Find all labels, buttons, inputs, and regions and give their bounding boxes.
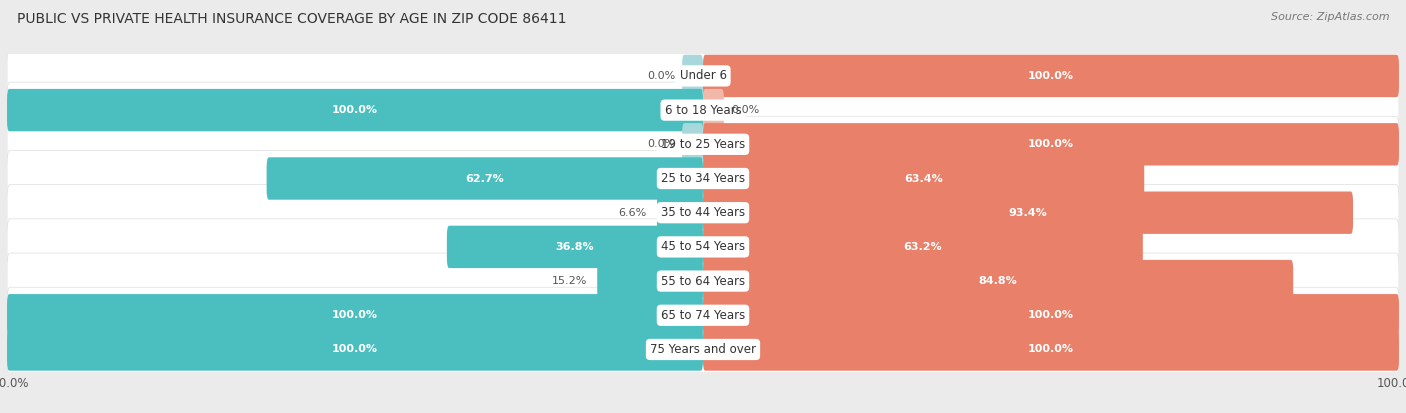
Text: 45 to 54 Years: 45 to 54 Years [661,240,745,254]
FancyBboxPatch shape [703,192,1353,234]
FancyBboxPatch shape [7,48,1399,104]
Text: PUBLIC VS PRIVATE HEALTH INSURANCE COVERAGE BY AGE IN ZIP CODE 86411: PUBLIC VS PRIVATE HEALTH INSURANCE COVER… [17,12,567,26]
FancyBboxPatch shape [7,294,703,337]
FancyBboxPatch shape [7,321,1399,377]
FancyBboxPatch shape [7,82,1399,138]
Text: 100.0%: 100.0% [1028,71,1074,81]
FancyBboxPatch shape [7,89,703,131]
FancyBboxPatch shape [703,157,1144,200]
FancyBboxPatch shape [682,123,703,166]
Text: 19 to 25 Years: 19 to 25 Years [661,138,745,151]
Text: 0.0%: 0.0% [647,139,675,150]
Text: 0.0%: 0.0% [731,105,759,115]
Text: Under 6: Under 6 [679,69,727,83]
Text: 25 to 34 Years: 25 to 34 Years [661,172,745,185]
Text: 93.4%: 93.4% [1008,208,1047,218]
FancyBboxPatch shape [7,253,1399,309]
FancyBboxPatch shape [447,225,703,268]
FancyBboxPatch shape [703,328,1399,371]
Text: 62.7%: 62.7% [465,173,505,183]
Text: 84.8%: 84.8% [979,276,1018,286]
FancyBboxPatch shape [7,150,1399,206]
Text: Source: ZipAtlas.com: Source: ZipAtlas.com [1271,12,1389,22]
Text: 36.8%: 36.8% [555,242,595,252]
FancyBboxPatch shape [703,123,1399,166]
FancyBboxPatch shape [703,55,1399,97]
FancyBboxPatch shape [7,219,1399,275]
FancyBboxPatch shape [7,116,1399,172]
Text: 0.0%: 0.0% [647,71,675,81]
Text: 15.2%: 15.2% [551,276,586,286]
Text: 63.2%: 63.2% [904,242,942,252]
Text: 100.0%: 100.0% [1028,139,1074,150]
Text: 100.0%: 100.0% [332,344,378,354]
Text: 63.4%: 63.4% [904,173,943,183]
Text: 75 Years and over: 75 Years and over [650,343,756,356]
Text: 6 to 18 Years: 6 to 18 Years [665,104,741,116]
FancyBboxPatch shape [7,185,1399,241]
FancyBboxPatch shape [703,225,1143,268]
FancyBboxPatch shape [703,294,1399,337]
Text: 65 to 74 Years: 65 to 74 Years [661,309,745,322]
FancyBboxPatch shape [598,260,703,302]
FancyBboxPatch shape [682,55,703,97]
FancyBboxPatch shape [7,287,1399,343]
FancyBboxPatch shape [657,192,703,234]
Text: 100.0%: 100.0% [332,105,378,115]
Text: 100.0%: 100.0% [1028,310,1074,320]
Text: 55 to 64 Years: 55 to 64 Years [661,275,745,287]
FancyBboxPatch shape [703,260,1294,302]
Text: 100.0%: 100.0% [1028,344,1074,354]
Text: 100.0%: 100.0% [332,310,378,320]
Text: 35 to 44 Years: 35 to 44 Years [661,206,745,219]
FancyBboxPatch shape [703,89,724,131]
FancyBboxPatch shape [267,157,703,200]
FancyBboxPatch shape [7,328,703,371]
Text: 6.6%: 6.6% [619,208,647,218]
